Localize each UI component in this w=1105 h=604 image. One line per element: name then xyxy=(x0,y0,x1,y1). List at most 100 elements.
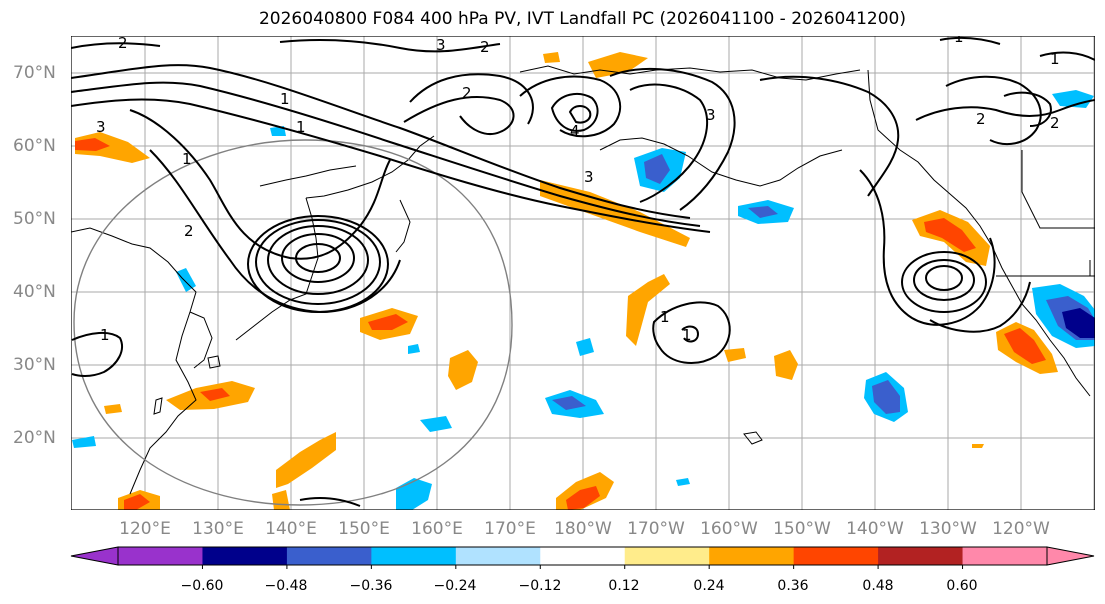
shade-positive xyxy=(448,350,478,390)
colorbar-swatch xyxy=(540,547,626,565)
colorbar-swatch xyxy=(118,547,203,565)
islands xyxy=(153,355,763,445)
lat-label: 60°N xyxy=(13,136,56,156)
lon-label: 170°W xyxy=(627,519,685,539)
contour-label: 1 xyxy=(660,308,670,326)
lon-label: 130°W xyxy=(919,519,977,539)
shade-positive xyxy=(774,350,798,380)
contour-label: 3 xyxy=(96,118,106,136)
latitude-labels: 70°N 60°N 50°N 40°N 30°N 20°N xyxy=(13,63,56,448)
lon-label: 130°E xyxy=(192,519,244,539)
colorbar-swatch xyxy=(202,547,288,565)
shade-negative xyxy=(872,380,900,414)
contour-label: 1 xyxy=(296,118,306,136)
shade-negative xyxy=(748,206,778,218)
colorbar-tick-labels: −0.60 −0.48 −0.36 −0.24 −0.12 0.12 0.24 … xyxy=(181,578,978,594)
colorbar-tick-label: −0.24 xyxy=(434,578,477,594)
contour-label: 2 xyxy=(480,38,490,56)
contour-label: 3 xyxy=(584,168,594,186)
lat-label: 20°N xyxy=(13,428,56,448)
lat-label: 40°N xyxy=(13,282,56,302)
colorbar-swatch xyxy=(371,547,457,565)
contour-label: 2 xyxy=(184,222,194,240)
lon-label: 120°E xyxy=(119,519,171,539)
shade-negative xyxy=(420,416,452,432)
shade-positive xyxy=(200,388,230,401)
map-panel: 1 1 1 2 2 2 2 3 3 3 4 1 1 1 2 2 3 1 1 xyxy=(71,28,1095,510)
contour-label: 2 xyxy=(118,34,128,52)
contour-label: 3 xyxy=(436,36,446,54)
colorbar-swatch xyxy=(455,547,541,565)
map-title: 2026040800 F084 400 hPa PV, IVT Landfall… xyxy=(258,9,906,29)
colorbar-tick-label: −0.12 xyxy=(519,578,562,594)
shade-positive xyxy=(566,486,600,510)
shade-negative xyxy=(1062,308,1095,338)
shade-positive xyxy=(276,432,336,488)
colorbar-swatch xyxy=(878,547,964,565)
contour-label: 1 xyxy=(682,326,692,344)
colorbar-extend-min xyxy=(70,546,119,566)
contour-label: 2 xyxy=(976,110,986,128)
contour-label: 2 xyxy=(1050,114,1060,132)
colorbar-extend-max xyxy=(1046,546,1095,566)
contour-label: 1 xyxy=(1050,50,1060,68)
colorbar-swatch xyxy=(962,547,1048,565)
colorbar-tick-label: 0.60 xyxy=(946,578,977,594)
contour-label: 1 xyxy=(954,28,964,46)
contour-label: 1 xyxy=(182,150,192,168)
shade-negative xyxy=(676,478,690,486)
colorbar-tick-label: −0.36 xyxy=(350,578,393,594)
contour-label: 3 xyxy=(706,106,716,124)
colorbar-swatch xyxy=(624,547,710,565)
lon-label: 180°W xyxy=(554,519,612,539)
shade-positive xyxy=(540,180,690,247)
shade-negative xyxy=(552,396,586,410)
shade-negative xyxy=(176,268,196,292)
lon-label: 140°E xyxy=(265,519,317,539)
longitude-labels: 120°E 130°E 140°E 150°E 160°E 170°E 180°… xyxy=(119,519,1050,539)
contour-label: 2 xyxy=(462,84,472,102)
lat-label: 30°N xyxy=(13,355,56,375)
lat-label: 50°N xyxy=(13,209,56,229)
shade-negative xyxy=(1052,90,1094,108)
colorbar-tick-label: 0.12 xyxy=(608,578,639,594)
contour-labels: 1 1 1 2 2 2 2 3 3 3 4 1 1 1 2 2 3 1 1 xyxy=(96,28,1060,344)
colorbar-swatch xyxy=(793,547,879,565)
shade-positive xyxy=(588,52,648,78)
shade-positive xyxy=(75,138,110,151)
colorbar-swatch xyxy=(286,547,372,565)
lon-label: 160°W xyxy=(700,519,758,539)
shade-positive xyxy=(104,404,122,414)
shade-positive xyxy=(724,348,746,362)
lon-label: 140°W xyxy=(846,519,904,539)
shade-positive xyxy=(124,494,150,510)
shade-positive xyxy=(543,52,560,63)
shade-negative xyxy=(576,338,594,356)
lat-label: 70°N xyxy=(13,63,56,83)
shade-positive xyxy=(1004,328,1046,364)
pv-contours xyxy=(71,36,1095,507)
contour-label: 1 xyxy=(280,90,290,108)
shade-positive xyxy=(626,274,670,346)
contour-label: 1 xyxy=(100,326,110,344)
landfall-radius-circle xyxy=(73,139,513,506)
colorbar-border xyxy=(117,546,1048,566)
lon-label: 160°E xyxy=(411,519,463,539)
colorbar-tick-label: 0.36 xyxy=(777,578,808,594)
lon-label: 170°E xyxy=(484,519,536,539)
colorbar-tick-label: −0.60 xyxy=(181,578,224,594)
colorbar-tick-label: 0.48 xyxy=(862,578,893,594)
colorbar-tick-label: 0.24 xyxy=(693,578,724,594)
colorbar-swatch xyxy=(709,547,795,565)
lon-label: 120°W xyxy=(992,519,1050,539)
lon-label: 150°E xyxy=(338,519,390,539)
shade-negative xyxy=(408,344,420,354)
contour-label: 4 xyxy=(570,122,580,140)
shade-positive xyxy=(924,218,976,252)
shade-negative xyxy=(72,436,96,448)
lon-label: 150°W xyxy=(773,519,831,539)
shade-negative xyxy=(644,154,670,184)
shade-positive xyxy=(972,444,984,448)
colorbar-tick-label: −0.48 xyxy=(265,578,308,594)
